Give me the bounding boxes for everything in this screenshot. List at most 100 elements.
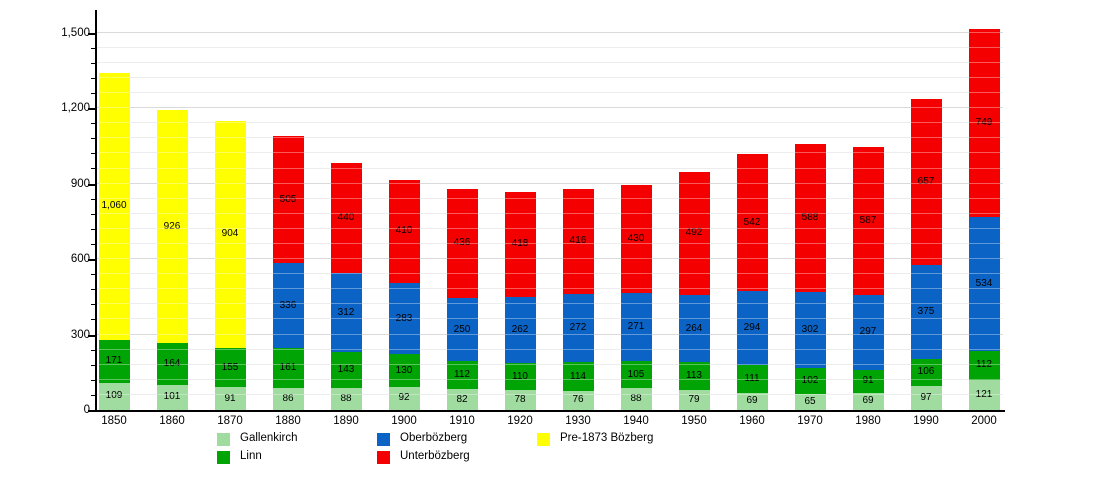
bar-segment-linn: 171 <box>98 339 130 383</box>
grid-overlay-line <box>97 212 1003 214</box>
bar-value-label: 113 <box>686 369 702 381</box>
bar-segment-linn: 113 <box>678 361 710 391</box>
plot-area: 109 171 1,060 101 164 926 91 155 904 86 161 336 505 8… <box>97 10 1003 410</box>
bar-segment-linn: 161 <box>272 347 304 389</box>
bar-segment-gallenkirch: 88 <box>620 387 652 410</box>
bar-segment-linn: 114 <box>562 362 594 391</box>
grid-overlay-line <box>97 107 1003 109</box>
bar-segment-unterb-zberg: 587 <box>852 147 884 296</box>
grid-overlay-line <box>97 167 1003 169</box>
y-tick-label: 300 <box>70 328 90 341</box>
bar-segment-pre-1873-b-zberg: 926 <box>156 110 188 344</box>
minor-gridline <box>97 61 1003 63</box>
bar-segment-gallenkirch: 69 <box>736 392 768 410</box>
bar-segment-linn: 143 <box>330 351 362 388</box>
y-tick-label: 600 <box>70 253 90 266</box>
bar-segment-linn: 112 <box>968 351 1000 380</box>
bar-segment-oberb-zberg: 283 <box>388 282 420 355</box>
bar-segment-unterb-zberg: 436 <box>446 188 478 299</box>
bar-segment-unterb-zberg: 505 <box>272 136 304 264</box>
bar-value-label: 92 <box>398 392 410 404</box>
bar-value-label: 492 <box>685 227 703 239</box>
bar-value-label: 79 <box>688 394 700 406</box>
bar-value-label: 69 <box>862 395 874 407</box>
bar-value-label: 102 <box>801 374 819 386</box>
bar-value-label: 262 <box>511 323 529 335</box>
minor-gridline <box>97 242 1003 244</box>
grid-overlay-line <box>97 288 1003 290</box>
bar-value-label: 749 <box>975 116 993 128</box>
bar-segment-gallenkirch: 101 <box>156 384 188 410</box>
y-tick-label: 900 <box>70 177 90 190</box>
bar-value-label: 88 <box>340 392 352 404</box>
bar-segment-pre-1873-b-zberg: 904 <box>214 120 246 349</box>
legend-label: Oberbözberg <box>400 432 468 445</box>
bar-value-label: 76 <box>572 394 584 406</box>
bar-value-label: 78 <box>514 394 526 406</box>
bar-value-label: 106 <box>917 366 935 378</box>
legend-swatch <box>217 432 230 446</box>
legend-swatch <box>217 450 230 464</box>
minor-tick-mark <box>91 62 95 64</box>
minor-tick-mark <box>91 289 95 291</box>
major-gridline <box>97 333 1003 335</box>
minor-gridline <box>97 273 1003 275</box>
bar-value-label: 1,060 <box>101 200 127 212</box>
bar-value-label: 272 <box>569 321 587 333</box>
major-tick-mark <box>88 108 95 111</box>
bar-segment-oberb-zberg: 297 <box>852 295 884 370</box>
minor-gridline <box>97 167 1003 169</box>
bar-value-label: 542 <box>743 216 761 228</box>
major-gridline <box>97 258 1003 260</box>
bar-segment-gallenkirch: 121 <box>968 379 1000 410</box>
grid-overlay-line <box>97 363 1003 365</box>
major-gridline <box>97 31 1003 33</box>
bar-segment-linn: 105 <box>620 361 652 388</box>
x-tick-label: 1980 <box>855 415 881 427</box>
legend-label: Gallenkirch <box>240 432 298 445</box>
minor-tick-mark <box>91 243 95 245</box>
x-tick-label: 1990 <box>913 415 939 427</box>
legend-item-unterb-zberg: Unterbözberg <box>377 448 537 466</box>
x-tick-label: 1930 <box>565 415 591 427</box>
minor-gridline <box>97 378 1003 380</box>
bar-segment-gallenkirch: 76 <box>562 390 594 410</box>
bar-value-label: 440 <box>337 212 355 224</box>
bar-segment-oberb-zberg: 272 <box>562 293 594 363</box>
bar-segment-pre-1873-b-zberg: 1,060 <box>98 72 130 340</box>
bar-segment-oberb-zberg: 271 <box>620 293 652 362</box>
y-tick-label: 1,200 <box>61 102 90 115</box>
minor-gridline <box>97 92 1003 94</box>
bar-segment-unterb-zberg: 410 <box>388 179 420 283</box>
bar-segment-linn: 91 <box>852 369 884 393</box>
bar-value-label: 264 <box>685 322 703 334</box>
bar-segment-linn: 130 <box>388 354 420 387</box>
y-tick-label: 1,500 <box>61 26 90 39</box>
minor-tick-mark <box>91 319 95 321</box>
bar-value-label: 505 <box>279 193 297 205</box>
grid-overlay-line <box>97 318 1003 320</box>
legend-swatch <box>537 432 550 446</box>
bar-value-label: 657 <box>917 175 935 187</box>
x-tick-label: 1970 <box>797 415 823 427</box>
minor-tick-mark <box>91 198 95 200</box>
grid-overlay-line <box>97 303 1003 305</box>
bar-segment-gallenkirch: 88 <box>330 387 362 410</box>
bar-value-label: 171 <box>105 355 123 367</box>
x-tick-label: 1860 <box>159 415 185 427</box>
bar-value-label: 111 <box>744 372 760 384</box>
legend: Gallenkirch Linn Oberbözberg Unterbözberg Pr… <box>217 430 653 466</box>
bar-segment-gallenkirch: 97 <box>910 385 942 410</box>
x-tick-label: 1890 <box>333 415 359 427</box>
x-tick-label: 1920 <box>507 415 533 427</box>
bar-value-label: 283 <box>395 312 413 324</box>
legend-label: Linn <box>240 450 262 463</box>
bar-value-label: 587 <box>859 215 877 227</box>
grid-overlay-line <box>97 122 1003 124</box>
minor-tick-mark <box>91 168 95 170</box>
bar-segment-gallenkirch: 91 <box>214 387 246 410</box>
bar-value-label: 114 <box>570 370 586 382</box>
bar-value-label: 297 <box>859 326 877 338</box>
major-tick-mark <box>88 334 95 337</box>
